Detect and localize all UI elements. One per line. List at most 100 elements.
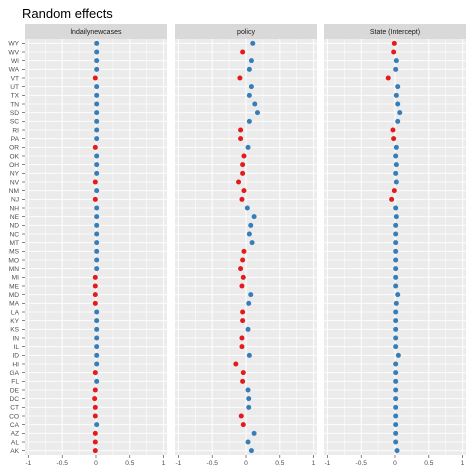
data-point (239, 335, 245, 341)
x-tick-label: -0.5 (356, 460, 368, 467)
data-point (393, 439, 399, 445)
x-tick-label: 1 (312, 460, 316, 467)
data-point (393, 335, 399, 341)
y-tick-label: RI (12, 127, 19, 134)
y-tick-label: NE (10, 214, 20, 221)
y-tick-label: KS (10, 327, 19, 334)
y-tick-label: DE (10, 387, 20, 394)
data-point (92, 196, 98, 202)
data-point (92, 396, 98, 402)
x-tick-label: -0.5 (207, 460, 219, 467)
y-tick-label: MN (9, 266, 19, 273)
y-tick-label: CA (10, 422, 20, 429)
y-tick-label: WV (8, 49, 19, 56)
data-point (393, 370, 399, 376)
y-tick-label: DC (9, 396, 19, 403)
data-point (248, 448, 254, 454)
y-tick-label: NC (9, 231, 19, 238)
data-point (391, 136, 397, 142)
panel-1: policy -1 -0.5 0 0.5 1 (175, 24, 317, 467)
data-point (393, 396, 399, 402)
strip-background (324, 24, 466, 39)
x-tick-label: -1 (25, 460, 31, 467)
data-point (248, 222, 254, 228)
data-point (94, 92, 100, 98)
data-point (244, 205, 250, 211)
data-point (94, 248, 100, 254)
y-tick-label: SC (10, 119, 19, 126)
data-point (92, 387, 98, 393)
data-point (246, 92, 252, 98)
data-point (249, 240, 255, 246)
y-tick-label: CT (10, 405, 19, 412)
y-tick-label: ID (12, 353, 19, 360)
data-point (239, 196, 245, 202)
y-tick-label: AL (11, 439, 19, 446)
data-point (395, 101, 401, 107)
data-point (395, 352, 401, 358)
x-tick-label: 0.5 (125, 460, 134, 467)
data-point (237, 75, 243, 81)
y-tick-label: KY (10, 318, 19, 325)
data-point (250, 40, 256, 46)
data-point (391, 188, 397, 194)
y-tick-label: MO (8, 257, 19, 264)
data-point (245, 144, 251, 150)
data-point (394, 448, 400, 454)
data-point (92, 292, 98, 298)
data-point (393, 162, 399, 168)
data-point (393, 387, 399, 393)
data-point (92, 75, 98, 81)
y-tick-label: NJ (11, 197, 19, 204)
data-point (94, 344, 100, 350)
x-tick-label: 0 (244, 460, 248, 467)
data-point (241, 153, 247, 159)
strip-background (175, 24, 317, 39)
data-point (395, 118, 401, 124)
data-point (391, 40, 397, 46)
data-point (236, 179, 242, 185)
y-tick-label: ME (9, 283, 19, 290)
x-tick-label: -1 (324, 460, 330, 467)
y-tick-label: UT (10, 84, 19, 91)
data-point (239, 283, 245, 289)
data-point (92, 274, 98, 280)
strip-label: State (Intercept) (370, 29, 420, 36)
data-point (254, 110, 260, 116)
y-tick-label: OR (9, 145, 19, 152)
data-point (393, 205, 399, 211)
y-tick-label: MI (12, 275, 19, 282)
data-point (240, 274, 246, 280)
y-tick-label: NM (9, 188, 19, 195)
strip-label: policy (237, 29, 255, 36)
x-tick-label: 0.5 (275, 460, 284, 467)
x-tick-label: -0.5 (57, 460, 69, 467)
data-point (393, 66, 399, 72)
data-point (94, 49, 100, 55)
data-point (393, 318, 399, 324)
y-tick-label: TX (11, 93, 20, 100)
data-point (391, 49, 397, 55)
data-point (393, 58, 399, 64)
data-point (94, 266, 100, 272)
data-point (393, 179, 399, 185)
chart-title: Random effects (22, 6, 113, 21)
data-point (94, 101, 100, 107)
data-point (92, 144, 98, 150)
data-point (92, 413, 98, 419)
data-point (240, 318, 246, 324)
data-point (94, 214, 100, 220)
data-point (240, 49, 246, 55)
data-point (238, 266, 244, 272)
data-point (393, 144, 399, 150)
data-point (248, 58, 254, 64)
data-point (94, 257, 100, 263)
y-tick-label: CO (9, 413, 19, 420)
data-point (92, 179, 98, 185)
data-point (94, 40, 100, 46)
data-point (393, 413, 399, 419)
data-point (94, 361, 100, 367)
data-point (94, 231, 100, 237)
data-point (397, 110, 403, 116)
